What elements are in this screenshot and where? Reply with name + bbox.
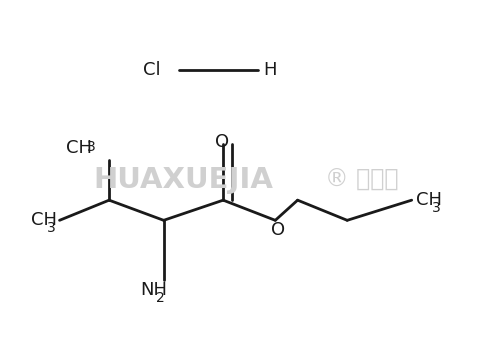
Text: O: O — [271, 221, 285, 239]
Text: O: O — [215, 133, 229, 151]
Text: CH: CH — [66, 139, 92, 157]
Text: 3: 3 — [47, 221, 56, 235]
Text: CH: CH — [31, 211, 57, 229]
Text: 3: 3 — [87, 140, 96, 154]
Text: CH: CH — [416, 191, 441, 209]
Text: ® 化学加: ® 化学加 — [325, 168, 399, 192]
Text: 2: 2 — [156, 291, 165, 305]
Text: HUAXUEJIA: HUAXUEJIA — [94, 166, 273, 194]
Text: H: H — [263, 61, 276, 79]
Text: NH: NH — [140, 281, 167, 299]
Text: 3: 3 — [432, 201, 440, 215]
Text: Cl: Cl — [143, 61, 161, 79]
